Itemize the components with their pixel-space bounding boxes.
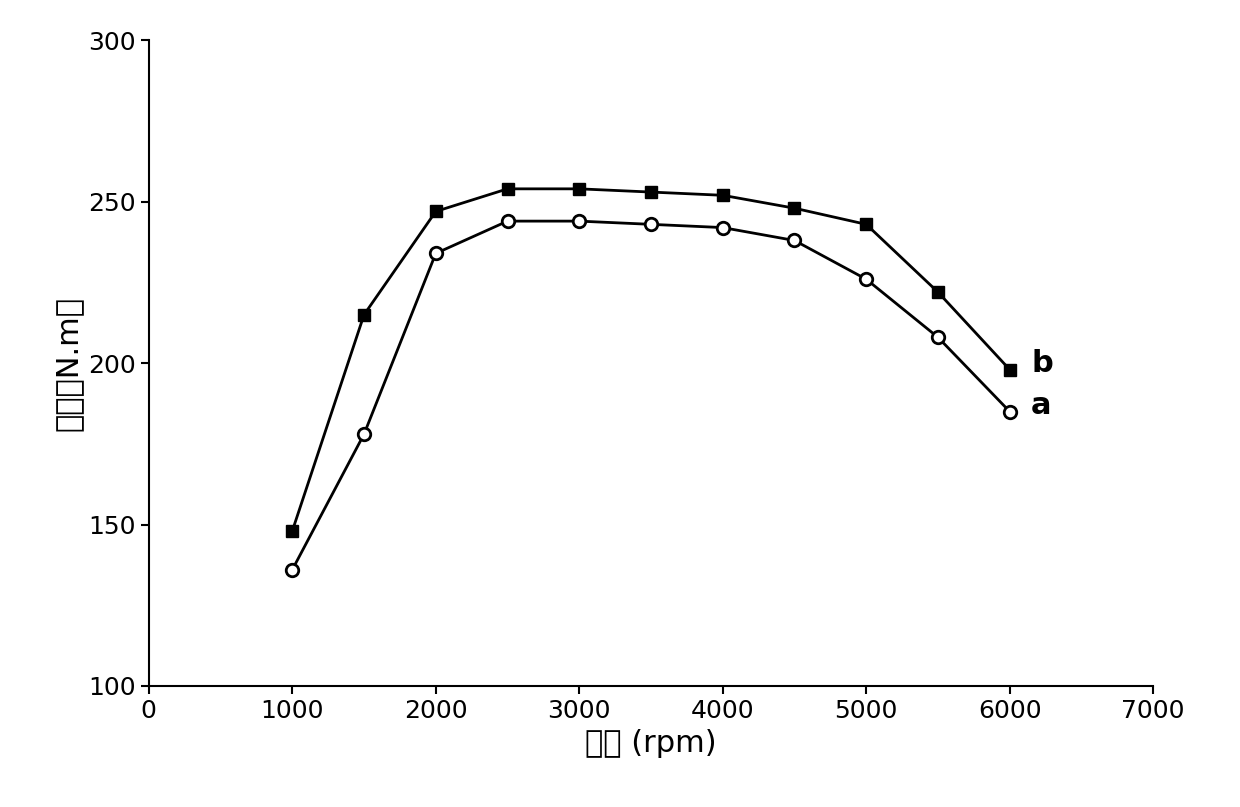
Y-axis label: 扛矩（N.m）: 扛矩（N.m） — [53, 295, 82, 431]
Text: b: b — [1032, 349, 1053, 378]
X-axis label: 转速 (rpm): 转速 (rpm) — [585, 729, 717, 758]
Text: a: a — [1032, 391, 1052, 420]
